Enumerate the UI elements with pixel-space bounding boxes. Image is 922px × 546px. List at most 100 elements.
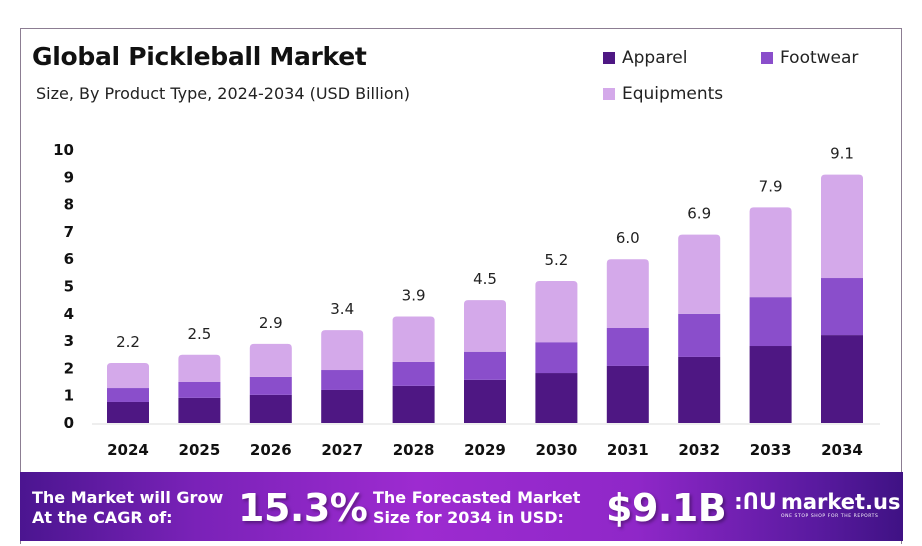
data-label-total: 4.5	[473, 270, 497, 288]
legend-label: Equipments	[622, 84, 724, 104]
data-label-total: 2.2	[116, 333, 140, 351]
bar-segment-apparel	[178, 397, 221, 423]
bar-segment-equipments	[678, 234, 721, 314]
brand-name: market.us	[780, 490, 901, 514]
bar-stack-2028	[392, 316, 435, 423]
y-tick-label: 3	[64, 332, 74, 350]
x-tick-label: 2025	[179, 441, 221, 459]
cagr-label: The Market will Grow At the CAGR of:	[32, 488, 223, 528]
legend-swatch-equipments	[603, 88, 615, 100]
bar-segment-equipments	[749, 207, 792, 298]
bar-segment-apparel	[821, 335, 863, 423]
x-tick-label: 2026	[250, 441, 292, 459]
y-tick-label: 8	[64, 196, 74, 214]
legend-swatch-footwear	[761, 52, 773, 64]
bar-segment-apparel	[535, 373, 578, 423]
x-axis: 2024 2025 2026 2027 2028 2029 2030 2031 2032 2033…	[107, 441, 863, 459]
bar-segment-equipments	[178, 354, 221, 382]
bar-segment-equipments	[321, 330, 364, 371]
bar-stack-2032	[678, 234, 721, 423]
bar-segment-apparel	[107, 401, 149, 423]
x-tick-label: 2034	[821, 441, 863, 459]
legend-label: Apparel	[622, 48, 688, 68]
bar-segment-footwear	[107, 388, 149, 402]
x-tick-label: 2032	[678, 441, 720, 459]
bar-segment-equipments	[392, 316, 435, 362]
bar-segment-footwear	[678, 313, 721, 357]
bar-segment-footwear	[321, 370, 364, 390]
bar-segment-apparel	[606, 365, 649, 423]
data-label-total: 7.9	[759, 177, 783, 195]
bar-segment-equipments	[606, 259, 649, 328]
bar-stack-2031	[606, 259, 649, 423]
legend-item-equipments: Equipments	[603, 84, 723, 104]
stacked-bar-chart: 0 1 2 3 4 5 6 7 8 9 10 2024 2025 2026 2027 2028 2029 203…	[53, 141, 880, 459]
bar-segment-footwear	[178, 381, 221, 398]
y-tick-label: 6	[64, 250, 74, 268]
bars	[107, 174, 863, 423]
data-label-total: 9.1	[830, 145, 854, 163]
bar-segment-equipments	[464, 300, 506, 352]
bar-stack-2029	[464, 300, 506, 423]
cagr-value: 15.3%	[238, 486, 368, 530]
bar-stack-2033	[749, 207, 792, 423]
legend-item-footwear: Footwear	[761, 48, 858, 68]
bar-stack-2026	[249, 343, 292, 423]
data-label-total: 2.9	[259, 314, 283, 332]
bar-segment-equipments	[107, 362, 149, 389]
bar-segment-apparel	[678, 356, 721, 423]
data-label-total: 3.9	[402, 287, 426, 305]
y-tick-label: 4	[64, 305, 74, 323]
bar-segment-equipments	[535, 281, 578, 343]
bar-stack-2034	[821, 174, 863, 423]
legend-item-apparel: Apparel	[603, 48, 687, 68]
bar-segment-equipments	[821, 174, 863, 279]
legend-label: Footwear	[780, 48, 859, 68]
forecast-label-line2: Size for 2034 in USD:	[373, 508, 564, 527]
bar-segment-equipments	[249, 343, 292, 377]
y-tick-label: 7	[64, 223, 74, 241]
summary-banner	[20, 472, 903, 541]
bar-segment-apparel	[249, 394, 292, 423]
y-tick-label: 9	[64, 168, 74, 186]
y-tick-label: 5	[64, 278, 74, 296]
bar-stack-2030	[535, 281, 578, 423]
bar-segment-apparel	[464, 379, 506, 423]
brand-text: market.us ONE STOP SHOP FOR THE REPORTS	[781, 490, 901, 520]
y-tick-label: 1	[64, 387, 74, 405]
data-label-total: 3.4	[330, 300, 354, 318]
forecast-label-line1: The Forecasted Market	[373, 488, 581, 507]
bar-stack-2027	[321, 330, 364, 423]
y-tick-label: 0	[64, 414, 74, 432]
y-axis: 0 1 2 3 4 5 6 7 8 9 10	[53, 141, 74, 432]
x-tick-label: 2028	[393, 441, 435, 459]
data-label-total: 2.5	[187, 325, 211, 343]
x-tick-label: 2024	[107, 441, 149, 459]
chart-title: Global Pickleball Market	[32, 42, 367, 71]
bar-segment-footwear	[464, 351, 506, 380]
brand-tagline: ONE STOP SHOP FOR THE REPORTS	[780, 514, 879, 519]
bar-segment-footwear	[249, 376, 292, 395]
bar-segment-footwear	[606, 327, 649, 366]
bar-segment-footwear	[749, 297, 792, 347]
forecast-value: $9.1B	[606, 486, 727, 530]
bar-segment-apparel	[392, 385, 435, 423]
bar-stack-2024	[107, 362, 149, 423]
x-tick-label: 2031	[607, 441, 649, 459]
cagr-label-line2: At the CAGR of:	[32, 508, 173, 527]
bar-segment-apparel	[321, 389, 364, 423]
x-tick-label: 2030	[536, 441, 578, 459]
legend-swatch-apparel	[603, 52, 615, 64]
bar-segment-footwear	[535, 342, 578, 374]
bar-stack-2025	[178, 354, 221, 423]
chart-subtitle: Size, By Product Type, 2024-2034 (USD Bi…	[36, 84, 411, 103]
bar-segment-footwear	[392, 361, 435, 386]
y-tick-label: 10	[53, 141, 74, 159]
bar-segment-apparel	[749, 346, 792, 423]
x-tick-label: 2027	[321, 441, 363, 459]
forecast-label: The Forecasted Market Size for 2034 in U…	[373, 488, 580, 528]
cagr-label-line1: The Market will Grow	[32, 488, 224, 507]
bar-segment-footwear	[821, 278, 863, 336]
data-labels: 2.2 2.5 2.9 3.4 3.9 4.5 5.2 6.0 6.9 7.9 9.1	[116, 145, 854, 351]
data-label-total: 6.0	[616, 229, 640, 247]
